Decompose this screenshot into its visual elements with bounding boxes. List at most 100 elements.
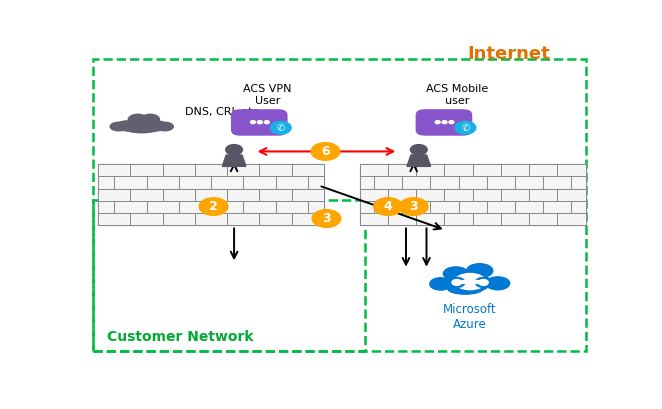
Bar: [130, 189, 163, 201]
Bar: [374, 201, 402, 213]
Bar: [388, 189, 416, 201]
Bar: [211, 201, 243, 213]
Circle shape: [250, 121, 256, 124]
Bar: [98, 164, 324, 225]
Bar: [388, 164, 416, 176]
Circle shape: [410, 145, 427, 155]
Ellipse shape: [455, 274, 486, 290]
Bar: [292, 213, 324, 225]
Text: 3: 3: [322, 212, 331, 225]
Circle shape: [226, 145, 242, 155]
Bar: [115, 176, 146, 189]
Bar: [452, 281, 489, 285]
Bar: [501, 213, 529, 225]
Bar: [211, 176, 243, 189]
Text: DNS, CRL etc: DNS, CRL etc: [185, 107, 259, 117]
Text: Microsoft
Azure: Microsoft Azure: [444, 303, 497, 331]
Bar: [416, 164, 444, 176]
Bar: [544, 176, 571, 189]
Bar: [416, 189, 444, 201]
Bar: [360, 213, 388, 225]
Text: ACS Mobile
user: ACS Mobile user: [426, 84, 489, 106]
Circle shape: [455, 121, 476, 134]
Bar: [473, 164, 501, 176]
Bar: [360, 164, 586, 225]
Ellipse shape: [128, 114, 148, 125]
Bar: [98, 164, 130, 176]
Bar: [529, 213, 557, 225]
Circle shape: [479, 279, 489, 285]
Bar: [360, 176, 374, 189]
Bar: [260, 213, 292, 225]
Bar: [292, 164, 324, 176]
Bar: [473, 189, 501, 201]
Bar: [444, 213, 473, 225]
Bar: [146, 176, 179, 189]
Bar: [93, 200, 365, 351]
Ellipse shape: [448, 283, 483, 294]
Text: 6: 6: [321, 145, 330, 158]
Bar: [473, 213, 501, 225]
Bar: [416, 213, 444, 225]
Bar: [308, 176, 324, 189]
Bar: [557, 164, 586, 176]
Bar: [292, 189, 324, 201]
Bar: [487, 201, 515, 213]
Bar: [557, 189, 586, 201]
Bar: [444, 189, 473, 201]
Circle shape: [449, 277, 465, 288]
Text: 4: 4: [384, 200, 393, 213]
Bar: [388, 213, 416, 225]
Ellipse shape: [128, 117, 155, 130]
Circle shape: [475, 277, 492, 288]
Bar: [501, 164, 529, 176]
Circle shape: [399, 198, 428, 216]
Bar: [98, 201, 115, 213]
Bar: [243, 176, 275, 189]
Text: 3: 3: [409, 200, 418, 213]
Bar: [308, 201, 324, 213]
Bar: [402, 176, 430, 189]
Bar: [275, 201, 308, 213]
Bar: [130, 164, 163, 176]
Bar: [130, 213, 163, 225]
Ellipse shape: [430, 278, 451, 290]
Ellipse shape: [146, 121, 167, 131]
Bar: [179, 201, 211, 213]
Bar: [529, 164, 557, 176]
Bar: [115, 201, 146, 213]
Bar: [360, 164, 388, 176]
Ellipse shape: [124, 124, 159, 133]
Circle shape: [452, 279, 461, 285]
Circle shape: [442, 121, 447, 124]
Text: ACS VPN
User: ACS VPN User: [243, 84, 292, 106]
Text: ✆: ✆: [277, 123, 285, 133]
Bar: [98, 213, 130, 225]
Bar: [402, 201, 430, 213]
Bar: [227, 189, 260, 201]
Bar: [430, 201, 459, 213]
Bar: [487, 176, 515, 189]
Circle shape: [311, 143, 340, 160]
FancyBboxPatch shape: [416, 109, 472, 136]
Bar: [459, 201, 487, 213]
Text: ✆: ✆: [461, 123, 469, 133]
Bar: [146, 201, 179, 213]
Circle shape: [435, 121, 440, 124]
Bar: [195, 164, 227, 176]
Bar: [98, 176, 115, 189]
Bar: [195, 213, 227, 225]
Circle shape: [449, 121, 454, 124]
Bar: [163, 189, 195, 201]
Bar: [98, 189, 130, 201]
Bar: [163, 213, 195, 225]
Bar: [179, 176, 211, 189]
Bar: [515, 176, 544, 189]
Circle shape: [199, 198, 228, 216]
Bar: [360, 189, 388, 201]
Bar: [544, 201, 571, 213]
Text: 2: 2: [209, 200, 218, 213]
Ellipse shape: [156, 122, 173, 131]
Bar: [571, 201, 586, 213]
Text: Internet: Internet: [467, 45, 550, 63]
